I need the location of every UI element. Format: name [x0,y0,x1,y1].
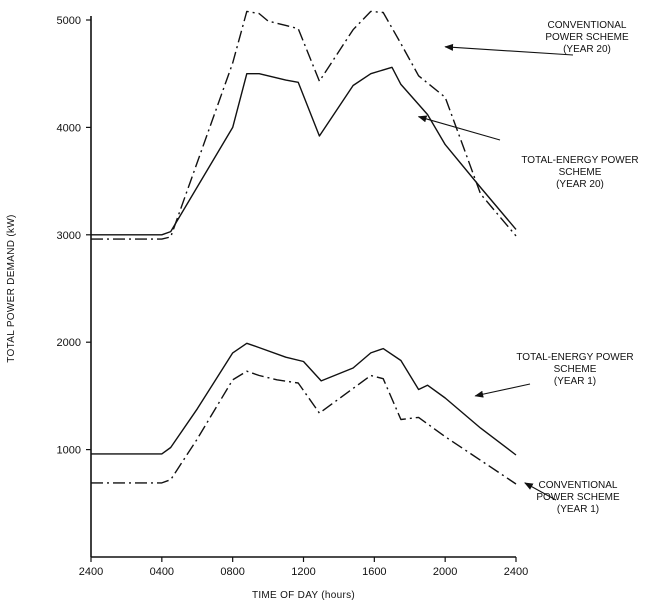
series [91,10,517,485]
series-line-4 [91,370,517,485]
series-line-3 [91,342,517,456]
annotation-line: POWER SCHEME [536,492,620,503]
x-tick-label: 1200 [291,566,315,578]
annotation-arrow [444,43,574,56]
y-tick-label: 3000 [57,230,81,242]
x-tick-label: 0800 [220,566,244,578]
y-tick-label: 5000 [57,15,81,27]
annotation-line: SCHEME [554,364,597,375]
series-line-1 [91,10,517,240]
annotation-label: CONVENTIONAL POWER SCHEME (YEAR 20) [545,20,629,55]
y-tick-label: 1000 [57,445,81,457]
annotation-line: SCHEME [559,167,602,178]
annotation-label: CONVENTIONAL POWER SCHEME (YEAR 1) [536,480,620,515]
annotation-label: TOTAL-ENERGY POWER SCHEME (YEAR 20) [521,155,638,190]
annotation-line: POWER SCHEME [545,32,629,43]
x-tick-label: 0400 [150,566,174,578]
annotation-line: (YEAR 1) [557,504,599,515]
annotation-arrow [524,482,557,501]
annotation-line: CONVENTIONAL [548,20,627,31]
x-tick-label: 2000 [433,566,457,578]
y-axis-label: TOTAL POWER DEMAND (kW) [6,214,17,362]
annotation-label: TOTAL-ENERGY POWER SCHEME (YEAR 1) [516,352,633,387]
annotation-line: (YEAR 20) [556,179,604,190]
annotations: CONVENTIONAL POWER SCHEME (YEAR 20)TOTAL-E… [417,20,639,515]
annotation-arrow [474,383,531,398]
x-tick-label: 2400 [504,566,528,578]
y-tick-label: 4000 [57,122,81,134]
series-line-2 [91,66,517,236]
ticks: 2400 0400 0800 1200 1600 2000 2400 1000 2000 3000… [57,15,529,578]
x-tick-label: 1600 [362,566,386,578]
annotation-line: (YEAR 1) [554,376,596,387]
annotation-line: TOTAL-ENERGY POWER [516,352,633,363]
annotation-arrow [417,115,501,141]
annotation-line: TOTAL-ENERGY POWER [521,155,638,166]
x-tick-label: 2400 [79,566,103,578]
y-tick-label: 2000 [57,337,81,349]
x-axis-label: TIME OF DAY (hours) [252,590,355,601]
annotation-line: (YEAR 20) [563,44,611,55]
annotation-line: CONVENTIONAL [539,480,618,491]
